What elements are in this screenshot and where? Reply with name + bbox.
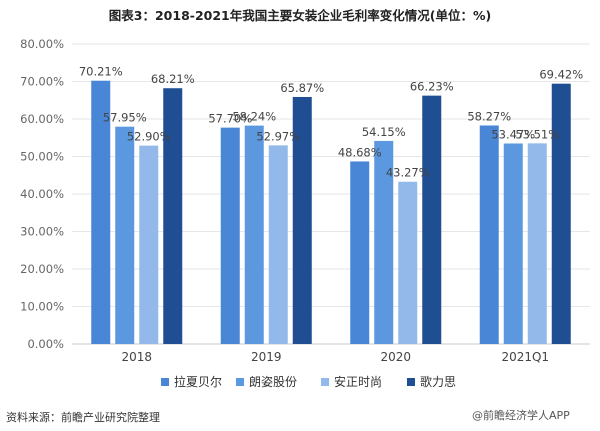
y-tick-label: 80.00%	[20, 37, 64, 51]
data-label: 70.21%	[79, 65, 123, 79]
x-tick-label: 2020	[380, 350, 411, 364]
source-note: 资料来源：前瞻产业研究院整理	[6, 411, 160, 424]
y-tick-label: 0.00%	[27, 337, 64, 351]
bar	[527, 143, 547, 344]
legend-label: 拉夏贝尔	[174, 374, 222, 389]
legend-swatch	[407, 378, 415, 386]
data-label: 53.47%	[491, 127, 535, 141]
data-label: 57.95%	[103, 111, 147, 125]
legend: 拉夏贝尔 朗姿股份 安正时尚 歌力思	[161, 374, 456, 389]
legend-swatch	[161, 378, 169, 386]
x-axis: 2018 2019 2020 2021Q1	[121, 350, 549, 364]
data-label: 54.15%	[362, 125, 406, 139]
y-tick-label: 40.00%	[20, 187, 64, 201]
bar	[479, 125, 499, 344]
legend-label: 朗姿股份	[249, 375, 297, 389]
bar	[220, 127, 240, 344]
bar	[163, 88, 183, 345]
data-label: 66.23%	[410, 80, 454, 94]
data-label: 58.24%	[232, 110, 276, 124]
y-tick-label: 30.00%	[20, 225, 64, 239]
chart-title: 图表3：2018-2021年我国主要女装企业毛利率变化情况(单位：%)	[109, 8, 491, 23]
y-tick-label: 60.00%	[20, 112, 64, 126]
bar	[268, 145, 288, 344]
brand-credit: @前瞻经济学人APP	[472, 409, 570, 422]
data-label: 68.21%	[151, 72, 195, 86]
legend-swatch	[236, 378, 244, 386]
bar	[398, 181, 418, 344]
y-tick-label: 10.00%	[20, 300, 64, 314]
y-tick-label: 50.00%	[20, 150, 64, 164]
y-axis: 0.00% 10.00% 20.00% 30.00% 40.00% 50.00% 60.00…	[20, 37, 64, 351]
bar	[422, 95, 442, 344]
legend-swatch	[321, 378, 329, 386]
data-label: 65.87%	[280, 81, 324, 95]
data-label: 52.90%	[127, 130, 171, 144]
legend-label: 歌力思	[420, 374, 456, 389]
data-label: 58.27%	[467, 109, 511, 123]
bar	[374, 140, 394, 344]
bar	[139, 145, 159, 344]
bar	[503, 143, 523, 344]
y-tick-label: 20.00%	[20, 262, 64, 276]
data-label: 57.70%	[208, 112, 252, 126]
data-label: 69.42%	[539, 68, 583, 82]
bar	[91, 80, 111, 345]
data-label: 53.51%	[515, 127, 559, 141]
x-tick-label: 2018	[121, 350, 152, 364]
bar	[244, 125, 264, 344]
gridlines	[72, 43, 590, 345]
data-labels: 70.21% 57.95% 52.90% 68.21% 57.70%58.24% 52.9…	[79, 65, 583, 180]
bar	[551, 83, 571, 345]
bar	[115, 126, 135, 344]
data-label: 52.97%	[256, 129, 300, 143]
x-tick-label: 2019	[251, 350, 282, 364]
bars	[91, 80, 571, 345]
data-label: 43.27%	[386, 166, 430, 180]
bar	[350, 161, 370, 344]
x-tick-label: 2021Q1	[501, 350, 549, 364]
y-tick-label: 70.00%	[20, 75, 64, 89]
bar	[292, 96, 312, 344]
legend-label: 安正时尚	[334, 374, 382, 389]
data-label: 48.68%	[338, 145, 382, 159]
